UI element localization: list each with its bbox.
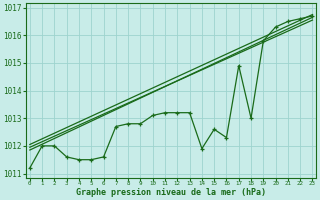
X-axis label: Graphe pression niveau de la mer (hPa): Graphe pression niveau de la mer (hPa) <box>76 188 266 197</box>
